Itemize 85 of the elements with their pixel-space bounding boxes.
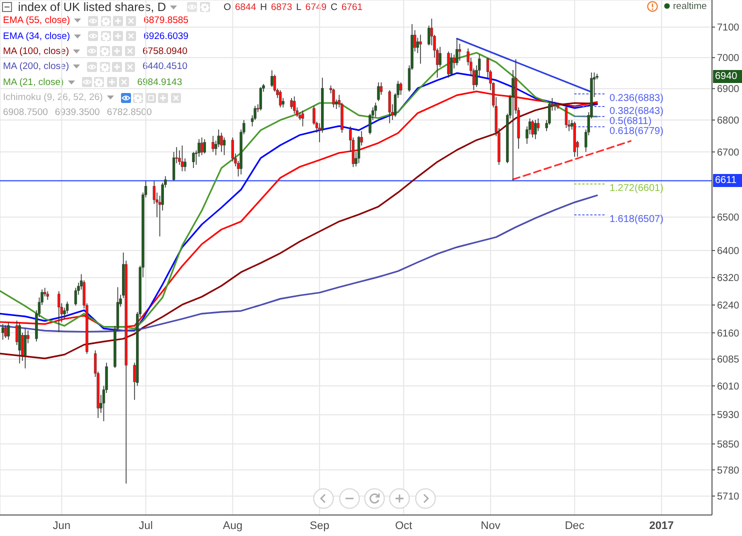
y-tick-label: 5930 [717, 410, 740, 422]
candlestick [388, 90, 391, 124]
y-tick-label: 5850 [717, 439, 740, 450]
y-tick-label: 6700 [717, 147, 740, 158]
annotation: 6440.4510 [142, 61, 188, 72]
candlestick [292, 96, 296, 114]
price-tag: 6940 [713, 70, 742, 83]
y-tick-label: 6320 [717, 273, 740, 284]
candlestick [447, 51, 450, 78]
annotation: 6926.6039 [144, 30, 188, 42]
candlestick [290, 98, 293, 110]
text: MA (200, close) [3, 61, 69, 72]
candlestick [438, 46, 442, 68]
y-tick-label: 6010 [717, 381, 740, 392]
x-tick-label: Nov [480, 520, 501, 532]
candlestick [332, 88, 335, 108]
x-tick-label: Aug [222, 520, 242, 532]
series-label: 1.618(6507) [609, 214, 664, 226]
series-label: 0.236(6883) [609, 93, 664, 104]
x-tick-label: Jun [52, 520, 71, 532]
x-tick-label: Oct [395, 520, 412, 532]
candlestick [220, 132, 223, 152]
candlestick [374, 102, 377, 118]
candlestick [301, 110, 304, 127]
text: MA (100, close) [3, 46, 69, 57]
annotation: realtime [673, 0, 707, 12]
price-tag: 6611 [713, 174, 742, 188]
candlestick [180, 145, 184, 172]
candlestick [456, 38, 458, 66]
candlestick [222, 137, 226, 156]
y-tick-label: 6500 [717, 212, 740, 224]
y-tick-label: 6400 [717, 246, 740, 258]
candlestick [536, 118, 540, 132]
y-tick-label: 7100 [717, 22, 740, 34]
candlestick [531, 120, 534, 138]
candlestick [212, 136, 214, 152]
y-tick-label: 6800 [717, 116, 740, 127]
candlestick [512, 70, 514, 182]
line-series [0, 194, 598, 333]
series-label: 0.5(6811) [609, 116, 652, 128]
candlestick [270, 70, 274, 88]
x-tick-label: Sep [310, 520, 330, 532]
annotation: 6782.8500 [106, 106, 152, 118]
candlestick [24, 328, 27, 369]
candlestick [192, 152, 195, 168]
y-tick-label: 6240 [717, 300, 740, 312]
candlestick [564, 105, 568, 128]
y-tick-label: 5710 [717, 492, 740, 503]
annotation: 6758.0940 [142, 46, 188, 57]
x-tick-label: 2017 [649, 520, 674, 532]
series-label: 1.272(6601) [609, 183, 664, 194]
y-tick-label: 5780 [717, 465, 740, 476]
x-tick-label: Jul [138, 520, 153, 532]
candlestick [450, 52, 453, 76]
candlestick [278, 90, 282, 108]
y-tick-label: 7000 [717, 53, 740, 64]
annotation: 6939.3500 [54, 106, 100, 118]
candlestick [400, 82, 402, 96]
annotation: 6908.7500 [3, 106, 48, 118]
x-tick-label: Dec [564, 520, 585, 532]
candlestick [7, 322, 10, 340]
annotation: 6879.8585 [144, 15, 188, 26]
candlestick [200, 137, 204, 156]
candlestick [203, 138, 206, 154]
text: EMA (34, close) [3, 30, 70, 42]
candlestick [259, 86, 262, 111]
candlestick [419, 34, 422, 64]
chart-title: index of UK listed shares, D [18, 0, 166, 14]
series-label: 0.382(6843) [609, 106, 664, 117]
line-series [0, 102, 598, 360]
y-tick-label: 6160 [717, 328, 740, 340]
text: MA (21, close) [3, 76, 64, 88]
candlestick [534, 120, 537, 140]
candlestick [58, 290, 60, 332]
annotation: 6984.9143 [137, 76, 182, 88]
candlestick [377, 82, 380, 102]
candlestick [4, 324, 7, 338]
candlestick [1, 324, 4, 340]
series-label: 0.618(6779) [609, 126, 664, 138]
y-tick-label: 6085 [717, 354, 740, 366]
candlestick [554, 101, 556, 111]
candlestick [458, 43, 462, 62]
text: EMA (55, close) [3, 15, 70, 26]
candlestick [184, 158, 186, 172]
y-tick-label: 6900 [717, 84, 740, 96]
